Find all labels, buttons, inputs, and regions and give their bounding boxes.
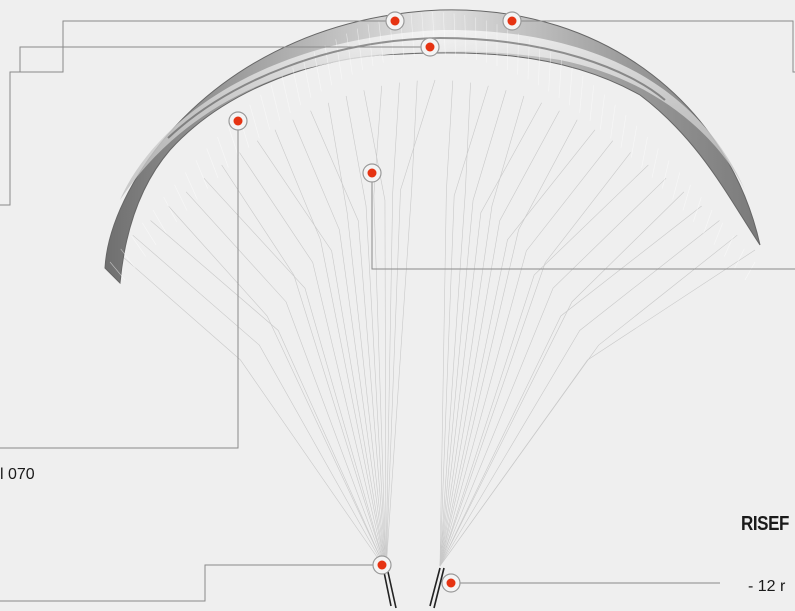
callout-line-top-left bbox=[0, 20, 395, 206]
callout-line-top-left-2 bbox=[19, 46, 430, 72]
hotspot-dot bbox=[446, 578, 456, 588]
hotspot-left-cell[interactable] bbox=[228, 111, 248, 131]
callout-line-center bbox=[371, 173, 795, 270]
risers-heading: RISEF bbox=[741, 513, 789, 535]
callout-lines bbox=[0, 20, 795, 602]
hotspot-dot bbox=[367, 168, 377, 178]
hotspot-dot bbox=[507, 16, 517, 26]
hotspot-dot bbox=[233, 116, 243, 126]
hotspot-left-riser[interactable] bbox=[372, 555, 392, 575]
riser-note-label: - 12 r bbox=[748, 578, 786, 595]
callout-line-left-cell bbox=[0, 121, 239, 449]
hotspot-dot bbox=[377, 560, 387, 570]
hotspot-upper-middle[interactable] bbox=[420, 37, 440, 57]
hotspot-dot bbox=[390, 16, 400, 26]
hotspot-center-lines[interactable] bbox=[362, 163, 382, 183]
riser-straps bbox=[383, 567, 445, 609]
hotspot-dot bbox=[425, 42, 435, 52]
hotspot-right-riser[interactable] bbox=[441, 573, 461, 593]
hotspot-group bbox=[228, 11, 522, 593]
callout-line-left-riser bbox=[0, 564, 382, 602]
paraglider-wing bbox=[104, 9, 761, 285]
suspension-lines bbox=[114, 79, 756, 571]
hotspot-top-right[interactable] bbox=[502, 11, 522, 31]
hotspot-top-center[interactable] bbox=[385, 11, 405, 31]
callout-line-top-right bbox=[512, 20, 795, 73]
partial-code-label: l 070 bbox=[0, 466, 35, 483]
